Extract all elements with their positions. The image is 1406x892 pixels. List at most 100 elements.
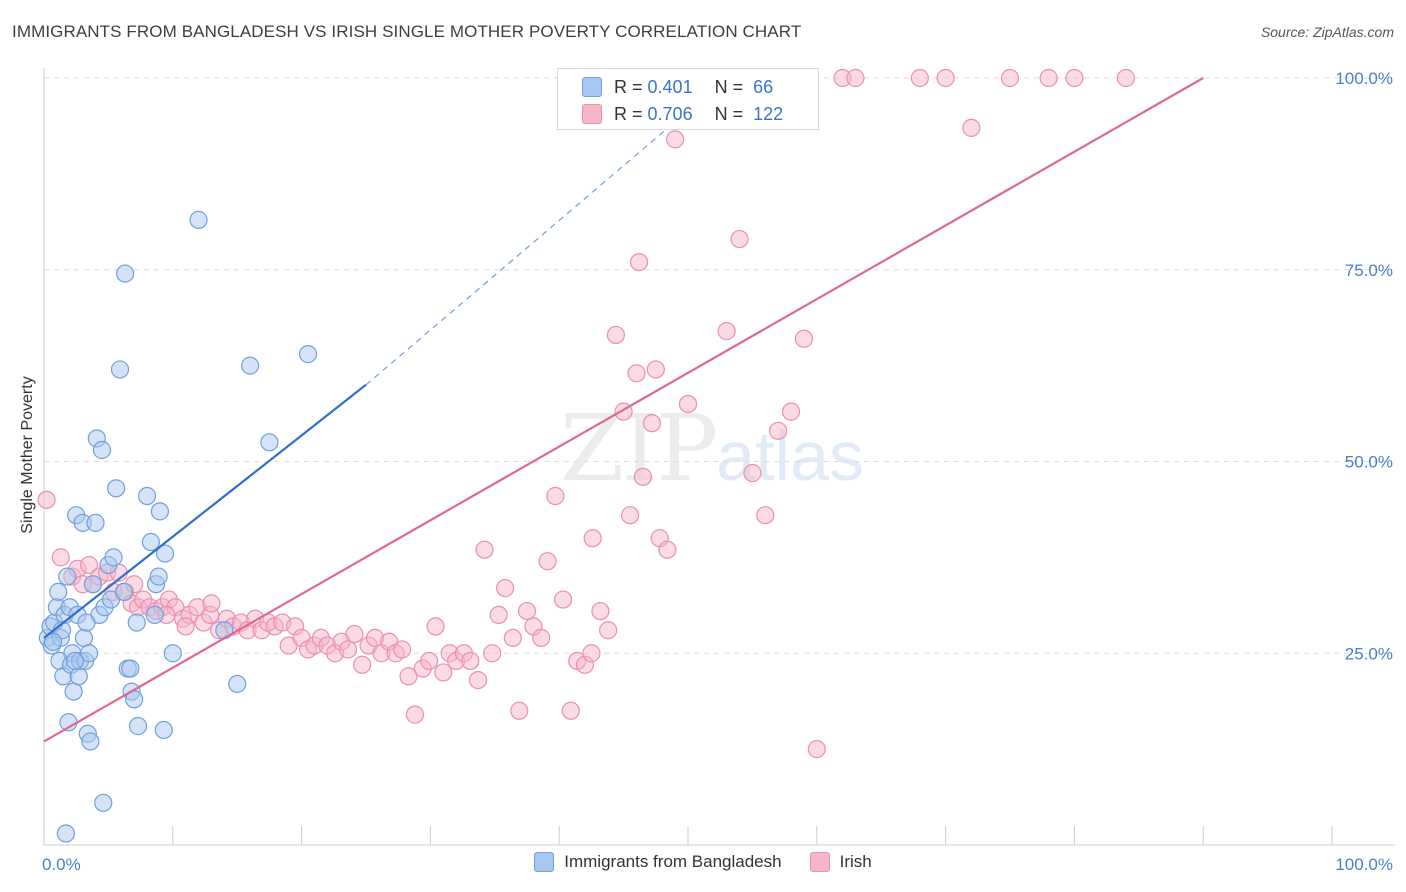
r-label: R = — [614, 103, 643, 124]
bangladesh-point — [77, 613, 96, 632]
bangladesh-point — [79, 644, 99, 663]
bangladesh-point — [137, 486, 157, 506]
bangladesh-point — [215, 621, 234, 640]
bangladesh-trend-line — [43, 383, 367, 639]
bangladesh-point — [92, 440, 112, 460]
bangladesh-point — [121, 659, 140, 678]
irish-point — [399, 667, 418, 686]
tick-labels: 25.0% 50.0% 75.0% 100.0% 0.0% 100.0% — [42, 69, 1393, 874]
x-tick-label: 0.0% — [42, 855, 81, 874]
bangladesh-point — [228, 674, 247, 694]
irish-point — [962, 118, 981, 137]
irish-point — [582, 644, 601, 663]
irish-point — [202, 594, 221, 613]
irish-point — [517, 601, 537, 621]
bangladesh-point — [65, 651, 85, 671]
irish-point — [756, 506, 775, 525]
legend-label-irish: Irish — [839, 852, 872, 871]
irish-point — [426, 617, 445, 636]
irish-point — [730, 229, 749, 249]
bangladesh-point — [260, 433, 279, 452]
irish-point — [781, 402, 801, 421]
legend-swatch-bangladesh — [534, 852, 555, 872]
irish-point — [646, 360, 665, 379]
irish-point — [633, 467, 653, 486]
n-label: N = — [714, 103, 744, 124]
irish-point — [503, 628, 522, 648]
bangladesh-point — [114, 582, 133, 601]
stats-swatch-bangladesh — [582, 77, 602, 97]
bangladesh-point — [58, 567, 77, 586]
y-tick-label: 25.0% — [1345, 644, 1393, 663]
bangladesh-trend-extension — [365, 77, 728, 386]
chart-title: IMMIGRANTS FROM BANGLADESH VS IRISH SING… — [12, 22, 802, 41]
irish-point — [37, 490, 56, 509]
irish-point — [392, 640, 412, 659]
irish-point — [79, 555, 99, 575]
irish-point — [769, 421, 788, 440]
irish-point — [1116, 68, 1136, 88]
irish-point — [405, 705, 425, 724]
bangladesh-point — [110, 360, 130, 379]
irish-point — [475, 540, 494, 559]
bangladesh-point — [49, 582, 68, 601]
bangladesh-point — [56, 824, 75, 843]
series-legend: Immigrants from Bangladesh Irish — [0, 852, 1406, 872]
bangladesh-point — [240, 356, 260, 375]
irish-point — [678, 394, 698, 414]
irish-point — [561, 701, 580, 720]
irish-point — [353, 655, 372, 674]
irish-point — [1000, 68, 1020, 88]
legend-label-bangladesh: Immigrants from Bangladesh — [564, 852, 782, 871]
stats-row-bangladesh: R = 0.401 N = 66 — [582, 75, 773, 99]
bangladesh-point — [83, 575, 103, 594]
irish-point — [599, 621, 618, 640]
stats-legend: R = 0.401 N = 66 R = 0.706 N = 122 — [557, 68, 819, 130]
irish-point — [910, 68, 929, 88]
bangladesh-points — [38, 210, 318, 843]
bangladesh-point — [69, 667, 88, 686]
irish-point — [461, 651, 480, 671]
bangladesh-point — [116, 264, 135, 283]
irish-point — [591, 601, 610, 621]
irish-point — [666, 130, 685, 149]
x-tick-label: 100.0% — [1335, 855, 1393, 874]
irish-point — [489, 605, 508, 625]
irish-point — [629, 252, 649, 272]
irish-point — [338, 640, 358, 659]
n-value: 66 — [753, 76, 774, 97]
irish-point — [642, 414, 662, 433]
r-label: R = — [614, 76, 643, 97]
irish-point — [846, 68, 865, 88]
bangladesh-point — [155, 544, 175, 563]
irish-point — [176, 617, 195, 636]
n-value: 122 — [753, 103, 784, 124]
bangladesh-point — [127, 613, 146, 632]
legend-item-bangladesh[interactable]: Immigrants from Bangladesh — [534, 852, 782, 872]
irish-point — [583, 529, 602, 548]
axes — [43, 68, 1395, 846]
irish-point — [510, 701, 529, 720]
source-credit: Source: ZipAtlas.com — [1260, 24, 1394, 40]
irish-point — [434, 663, 453, 682]
irish-point — [538, 552, 557, 571]
legend-swatch-irish — [809, 852, 830, 872]
irish-point — [627, 364, 646, 383]
bangladesh-point — [86, 513, 105, 532]
irish-point — [794, 329, 814, 348]
irish-point — [532, 628, 551, 648]
irish-trend-line — [43, 77, 1204, 743]
legend-item-irish[interactable]: Irish — [809, 852, 872, 872]
irish-point — [483, 644, 502, 663]
bangladesh-point — [104, 548, 123, 567]
watermark-atlas: atlas — [716, 417, 865, 495]
bangladesh-point — [94, 793, 113, 812]
y-tick-label: 100.0% — [1335, 69, 1393, 88]
bangladesh-point — [150, 502, 170, 521]
bangladesh-point — [141, 532, 161, 552]
irish-point — [743, 463, 762, 483]
stats-row-irish: R = 0.706 N = 122 — [582, 102, 783, 126]
bangladesh-point — [154, 720, 173, 740]
irish-point — [1039, 68, 1058, 88]
